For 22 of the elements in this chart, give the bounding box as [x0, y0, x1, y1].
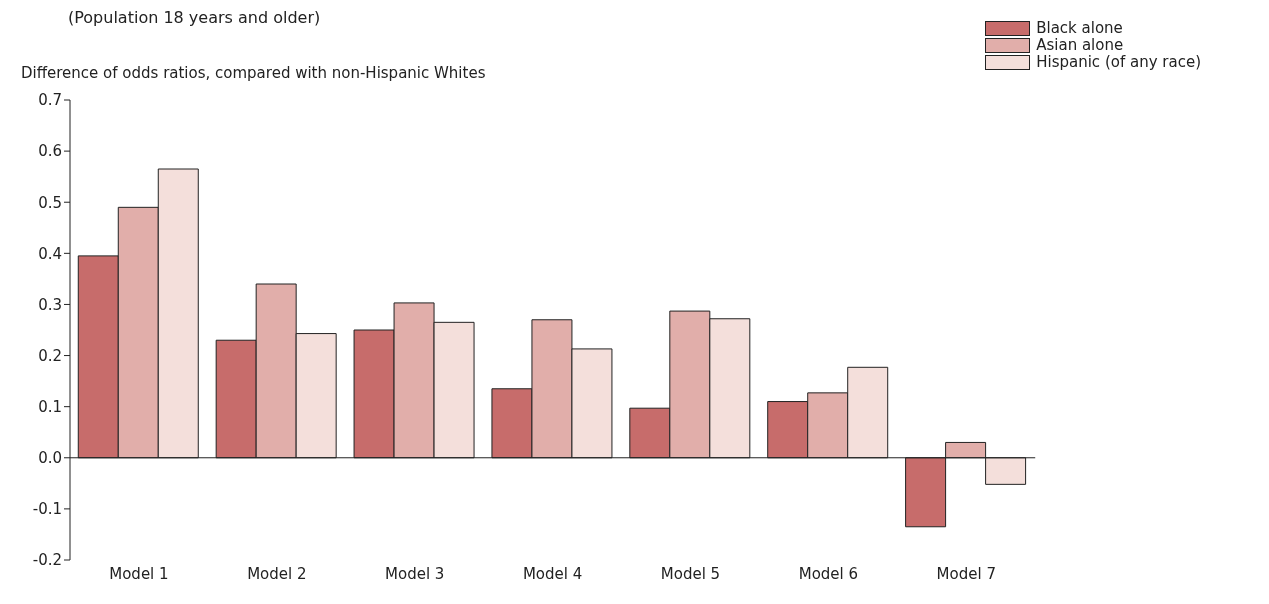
legend-label: Hispanic (of any race): [1036, 53, 1201, 71]
x-tick-label: Model 6: [798, 564, 859, 583]
y-tick-label: 0.3: [38, 295, 62, 314]
y-axis-title: Difference of odds ratios, compared with non-Hispanic Whites: [21, 63, 486, 82]
legend-label: Asian alone: [1036, 36, 1124, 54]
chart-subtitle: (Population 18 years and older): [68, 8, 321, 27]
x-tick-label: Model 1: [109, 564, 169, 583]
x-tick-label: Model 5: [660, 564, 721, 583]
y-tick-label: 0.0: [38, 449, 62, 468]
x-tick-label: Model 3: [385, 564, 445, 583]
y-tick-label: 0.6: [38, 142, 62, 161]
y-tick-label: 0.4: [38, 244, 62, 263]
x-tick-label: Model 7: [936, 564, 996, 583]
y-tick-label: 0.2: [38, 346, 62, 365]
y-tick-label: -0.1: [32, 500, 62, 519]
y-tick-label: 0.1: [38, 397, 62, 416]
x-tick-label: Model 2: [247, 564, 307, 583]
x-tick-label: Model 4: [522, 564, 583, 583]
y-tick-label: -0.2: [32, 551, 62, 570]
y-tick-label: 0.5: [38, 193, 62, 212]
legend-label: Black alone: [1036, 19, 1123, 37]
y-tick-label: 0.7: [38, 91, 62, 110]
